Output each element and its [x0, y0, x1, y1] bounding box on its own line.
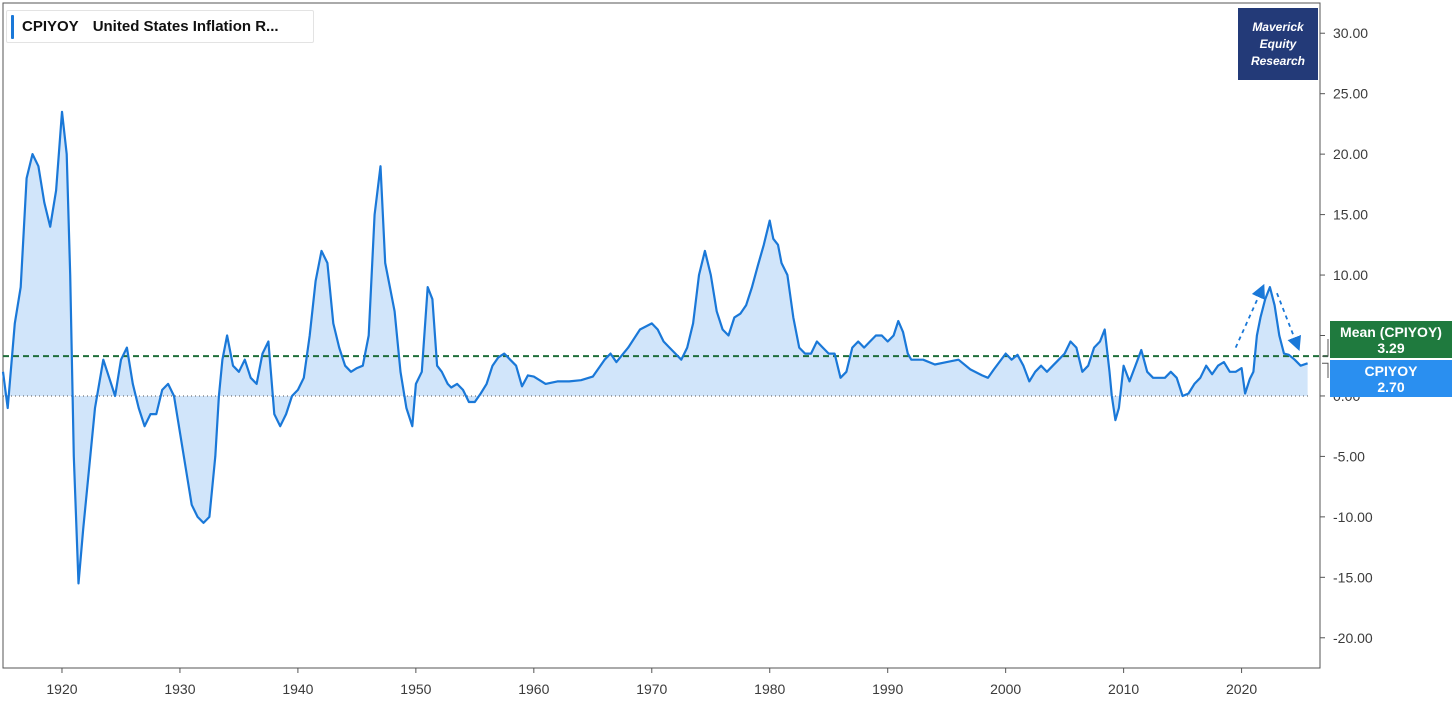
legend-series-name: United States Inflation R... [92, 18, 279, 35]
watermark-line-1: Maverick [1252, 19, 1304, 34]
x-tick-label-1990: 1990 [872, 681, 903, 697]
x-tick-label-2020: 2020 [1226, 681, 1257, 697]
mean-tag-label: Mean (CPIYOY) [1340, 324, 1442, 340]
current-tag-connector [1322, 362, 1329, 378]
x-tick-label-1980: 1980 [754, 681, 785, 697]
watermark-line-2: Equity [1259, 36, 1297, 51]
mean-value-tag: Mean (CPIYOY) 3.29 [1330, 321, 1452, 358]
current-tag-label: CPIYOY [1364, 363, 1418, 379]
current-value-tag: CPIYOY 2.70 [1330, 360, 1452, 397]
x-tick-label-2010: 2010 [1108, 681, 1139, 697]
mean-tag-connector [1322, 339, 1329, 357]
x-axis: 1920 1930 1940 1950 1960 1970 1980 1990 2000 2010… [46, 668, 1257, 697]
x-tick-label-1940: 1940 [282, 681, 313, 697]
legend[interactable]: CPIYOY United States Inflation R... [6, 10, 314, 43]
y-tick-label-20.00: 20.00 [1333, 146, 1368, 162]
series-area-fill [3, 111, 1308, 584]
watermark-logo: Maverick Equity Research [1238, 8, 1318, 80]
y-axis: 30.0025.0020.0015.0010.005.000.00-5.00-1… [1320, 25, 1373, 646]
annotation-arrow-down [1276, 292, 1301, 351]
y-tick-label-30.00: 30.00 [1333, 25, 1368, 41]
y-tick-label-15.00: 15.00 [1333, 207, 1368, 223]
x-tick-label-1970: 1970 [636, 681, 667, 697]
y-tick-label--5.00: -5.00 [1333, 448, 1365, 464]
current-tag-value: 2.70 [1377, 379, 1405, 395]
series-line-layer [1, 110, 1308, 585]
x-tick-label-2000: 2000 [990, 681, 1021, 697]
y-tick-label-10.00: 10.00 [1333, 267, 1368, 283]
x-tick-label-1930: 1930 [164, 681, 195, 697]
x-tick-label-1960: 1960 [518, 681, 549, 697]
annotation-arrows [1234, 283, 1301, 351]
legend-swatch [11, 14, 14, 39]
series-line [1, 110, 1308, 585]
y-tick-label--10.00: -10.00 [1333, 509, 1373, 525]
annotation-arrow-up [1234, 283, 1265, 348]
x-tick-label-1950: 1950 [400, 681, 431, 697]
y-tick-label-25.00: 25.00 [1333, 86, 1368, 102]
mean-tag-value: 3.29 [1377, 340, 1405, 356]
y-tick-label--20.00: -20.00 [1333, 630, 1373, 646]
y-tick-label--15.00: -15.00 [1333, 569, 1373, 585]
legend-ticker: CPIYOY [22, 18, 79, 35]
watermark-line-3: Research [1250, 53, 1306, 68]
x-tick-label-1920: 1920 [46, 681, 77, 697]
area-layer [3, 111, 1308, 584]
